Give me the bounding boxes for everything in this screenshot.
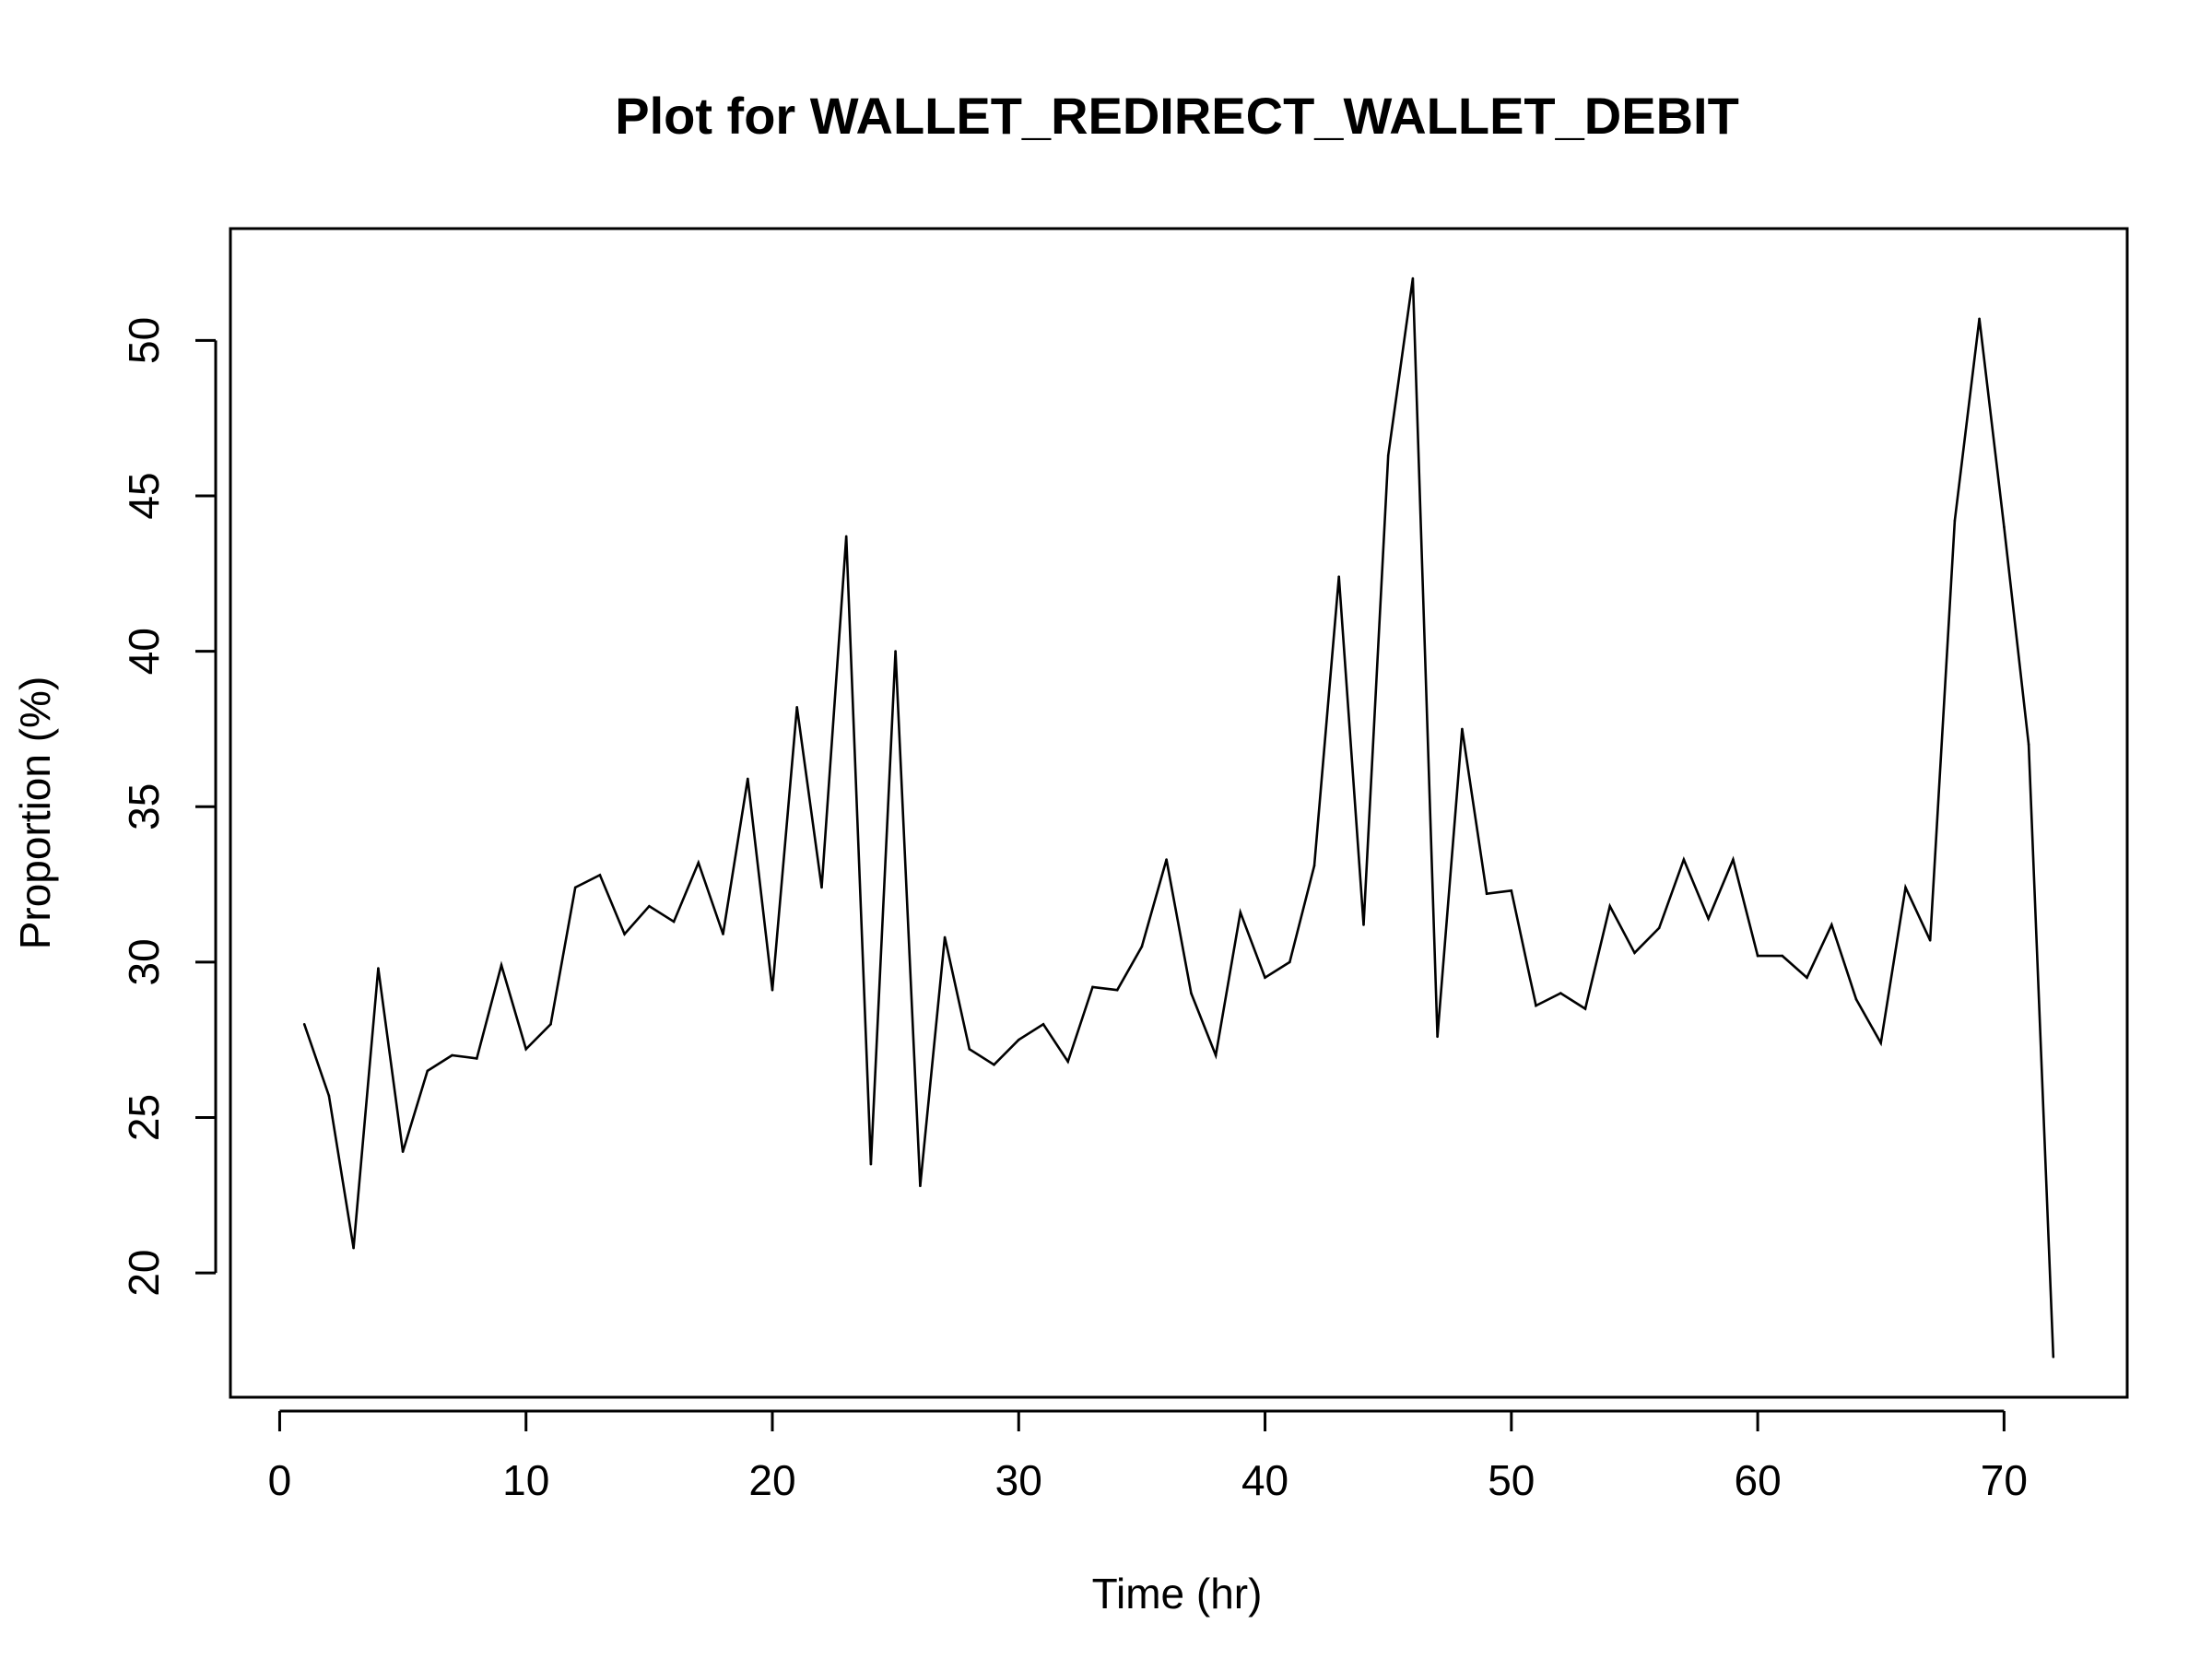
- data-point: [1264, 976, 1266, 979]
- y-tick-label: 25: [120, 1094, 168, 1141]
- data-point: [1461, 727, 1464, 731]
- x-axis: 0 10 20 30 40 50 60 70: [268, 1409, 2028, 1504]
- data-point: [1041, 1023, 1045, 1026]
- data-point: [1879, 1041, 1882, 1044]
- data-point: [524, 1048, 527, 1051]
- y-axis-label: Proportion (%): [11, 677, 59, 950]
- x-tick-label: 70: [1981, 1456, 2028, 1504]
- data-point: [1190, 992, 1193, 994]
- data-point: [1288, 960, 1291, 964]
- data-point: [1362, 924, 1365, 926]
- data-point: [747, 777, 749, 781]
- y-tick-label: 30: [120, 938, 168, 985]
- plot-frame: [229, 227, 2129, 1399]
- data-point: [1732, 858, 1735, 861]
- data-point: [401, 1150, 405, 1153]
- data-point: [1018, 1038, 1020, 1041]
- y-tick-label: 50: [120, 317, 168, 364]
- data-point: [1904, 886, 1907, 889]
- data-point: [648, 904, 651, 908]
- series-points: [302, 276, 2055, 1359]
- data-point: [1165, 858, 1168, 861]
- y-axis: 20 25 30 35 40 45 50: [120, 317, 218, 1297]
- y-tick-label: 45: [120, 472, 168, 519]
- y-tick-label: 20: [120, 1250, 168, 1297]
- data-point: [1806, 976, 1808, 979]
- data-point: [1214, 1053, 1218, 1057]
- data-point: [869, 1162, 873, 1166]
- data-point: [795, 706, 798, 709]
- data-point: [2052, 1355, 2055, 1359]
- data-point: [722, 933, 724, 935]
- chart-title: Plot for WALLET_REDIRECT_WALLET_DEBIT: [615, 87, 1739, 145]
- data-point: [894, 650, 897, 653]
- data-point: [1066, 1060, 1069, 1064]
- data-point: [1756, 954, 1759, 958]
- data-point: [451, 1053, 453, 1057]
- data-point: [1485, 892, 1488, 895]
- data-point: [968, 1048, 971, 1051]
- x-tick-label: 20: [748, 1456, 795, 1504]
- data-point: [1608, 904, 1611, 908]
- x-tick-label: 60: [1735, 1456, 1782, 1504]
- data-point: [1707, 917, 1710, 920]
- data-point: [352, 1246, 355, 1250]
- x-tick-label: 40: [1241, 1456, 1288, 1504]
- data-point: [1312, 865, 1316, 867]
- data-point: [1559, 992, 1562, 994]
- data-point: [993, 1063, 995, 1066]
- data-point: [1781, 954, 1784, 958]
- data-point: [1978, 317, 1981, 321]
- data-point: [1682, 858, 1686, 861]
- data-point: [2027, 743, 2030, 747]
- data-point: [1337, 575, 1340, 578]
- data-point: [1953, 519, 1957, 523]
- data-point: [1091, 985, 1094, 989]
- x-tick-label: 0: [268, 1456, 292, 1504]
- data-point: [549, 1023, 552, 1026]
- data-point: [1386, 453, 1390, 457]
- data-point: [1411, 276, 1415, 280]
- data-point: [302, 1023, 306, 1026]
- data-point: [1830, 924, 1833, 926]
- data-point: [573, 886, 577, 889]
- data-point: [2003, 525, 2006, 528]
- data-point: [500, 963, 503, 967]
- y-tick-label: 35: [120, 783, 168, 830]
- data-point: [1583, 1007, 1587, 1010]
- data-point: [820, 886, 823, 889]
- data-point: [476, 1057, 478, 1060]
- data-point: [1510, 889, 1513, 892]
- data-point: [598, 874, 602, 877]
- x-tick-label: 10: [502, 1456, 549, 1504]
- data-point: [672, 920, 676, 924]
- data-point: [1657, 926, 1661, 930]
- data-point: [1535, 1004, 1537, 1007]
- series-line: [302, 277, 2055, 1358]
- data-point: [1239, 911, 1242, 914]
- data-point: [1928, 939, 1932, 942]
- data-point: [943, 935, 947, 939]
- x-axis-label: Time (hr): [1092, 1570, 1263, 1618]
- data-point: [697, 861, 700, 865]
- data-point: [1854, 998, 1858, 1001]
- data-point: [1140, 945, 1144, 948]
- data-point: [327, 1094, 331, 1098]
- data-point: [1633, 951, 1636, 955]
- data-point: [771, 988, 774, 992]
- data-point: [377, 967, 380, 970]
- data-point: [426, 1069, 429, 1073]
- x-tick-label: 30: [995, 1456, 1042, 1504]
- data-point: [919, 1184, 922, 1187]
- data-point: [1115, 988, 1119, 992]
- y-tick-label: 40: [120, 628, 168, 675]
- data-point: [623, 933, 626, 935]
- x-tick-label: 50: [1488, 1456, 1535, 1504]
- data-point: [844, 535, 848, 538]
- data-point: [1436, 1035, 1439, 1039]
